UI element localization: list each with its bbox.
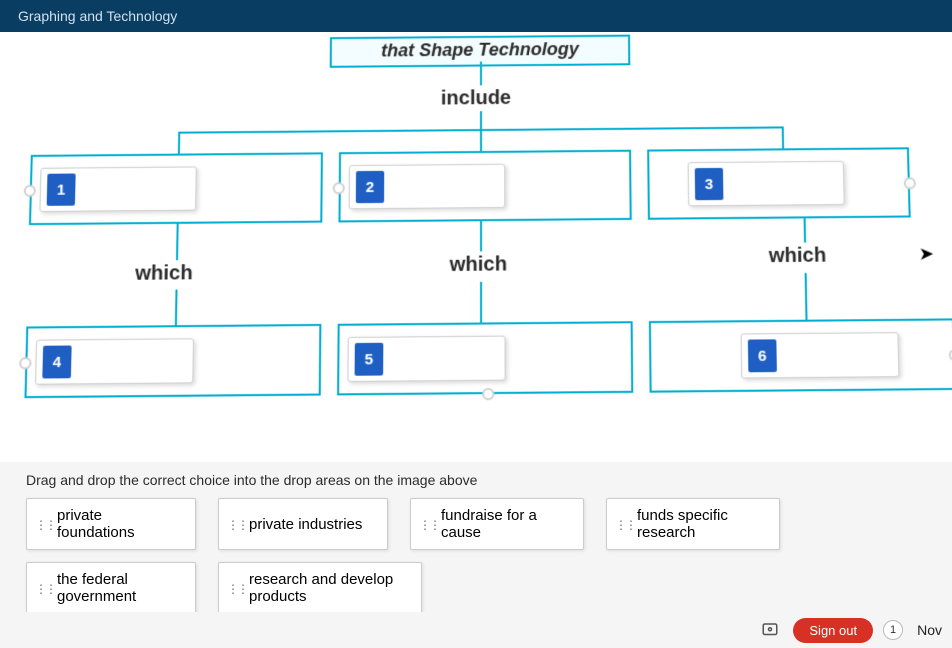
date-label: Nov <box>917 622 942 638</box>
choice-label: funds specific research <box>637 507 767 541</box>
diagram-canvas: that Shape Technology include 1 2 3 <box>0 32 952 462</box>
choice-label: the federal government <box>57 571 167 605</box>
cast-icon[interactable] <box>757 617 783 643</box>
choice-label: fundraise for a cause <box>441 507 571 541</box>
drop-slot-2[interactable]: 2 <box>349 164 506 209</box>
choice-bank: private foundations private industries f… <box>0 494 952 630</box>
connector-which-label: which <box>450 253 507 277</box>
sign-out-button[interactable]: Sign out <box>793 618 873 643</box>
slot-number-badge: 5 <box>355 343 384 376</box>
drop-slot-4[interactable]: 4 <box>35 338 194 384</box>
drag-grip-icon <box>419 521 433 528</box>
drag-grip-icon <box>227 585 241 592</box>
choice-private-industries[interactable]: private industries <box>218 498 388 550</box>
drop-zone-5-container[interactable]: 5 <box>337 321 633 395</box>
drag-grip-icon <box>615 521 629 528</box>
connector-include-label: include <box>18 83 934 114</box>
choice-fundraise-cause[interactable]: fundraise for a cause <box>410 498 584 550</box>
resize-handle-icon[interactable] <box>904 177 916 189</box>
connector-which-label: which <box>769 244 827 268</box>
resize-handle-icon[interactable] <box>482 388 494 400</box>
choice-funds-research[interactable]: funds specific research <box>606 498 780 550</box>
choice-label: private foundations <box>57 507 167 541</box>
choice-private-foundations[interactable]: private foundations <box>26 498 196 550</box>
drag-grip-icon <box>227 521 241 528</box>
slot-number-badge: 2 <box>356 171 384 203</box>
slot-number-badge: 3 <box>695 168 724 200</box>
resize-handle-icon[interactable] <box>333 182 345 194</box>
resize-handle-icon[interactable] <box>19 357 32 369</box>
drag-grip-icon <box>35 585 49 592</box>
notification-badge[interactable]: 1 <box>883 620 903 640</box>
slot-number-badge: 4 <box>42 345 71 378</box>
drop-zone-2-container[interactable]: 2 <box>338 150 631 223</box>
choice-label: research and develop products <box>249 571 409 605</box>
browser-tab-bar: Graphing and Technology <box>0 0 952 32</box>
slot-number-badge: 1 <box>47 174 76 206</box>
drop-zone-6-container[interactable]: 6 <box>649 318 952 392</box>
choice-research-develop[interactable]: research and develop products <box>218 562 422 614</box>
page-breadcrumb[interactable]: Graphing and Technology <box>12 6 183 26</box>
drop-zone-3-container[interactable]: 3 <box>647 147 911 219</box>
choice-federal-government[interactable]: the federal government <box>26 562 196 614</box>
drop-slot-6[interactable]: 6 <box>741 332 900 378</box>
drop-slot-5[interactable]: 5 <box>347 336 505 382</box>
drop-zone-1-container[interactable]: 1 <box>29 152 323 225</box>
connector-which-label: which <box>135 262 193 286</box>
choice-label: private industries <box>249 516 362 533</box>
drag-grip-icon <box>35 521 49 528</box>
slot-number-badge: 6 <box>748 339 777 372</box>
system-tray: Sign out 1 Nov <box>0 612 952 648</box>
cursor-icon: ➤ <box>918 243 934 264</box>
instruction-text: Drag and drop the correct choice into th… <box>0 462 952 494</box>
resize-handle-icon[interactable] <box>24 185 36 197</box>
drop-slot-3[interactable]: 3 <box>688 161 845 206</box>
drop-slot-1[interactable]: 1 <box>39 166 196 212</box>
drop-zone-4-container[interactable]: 4 <box>24 324 321 398</box>
